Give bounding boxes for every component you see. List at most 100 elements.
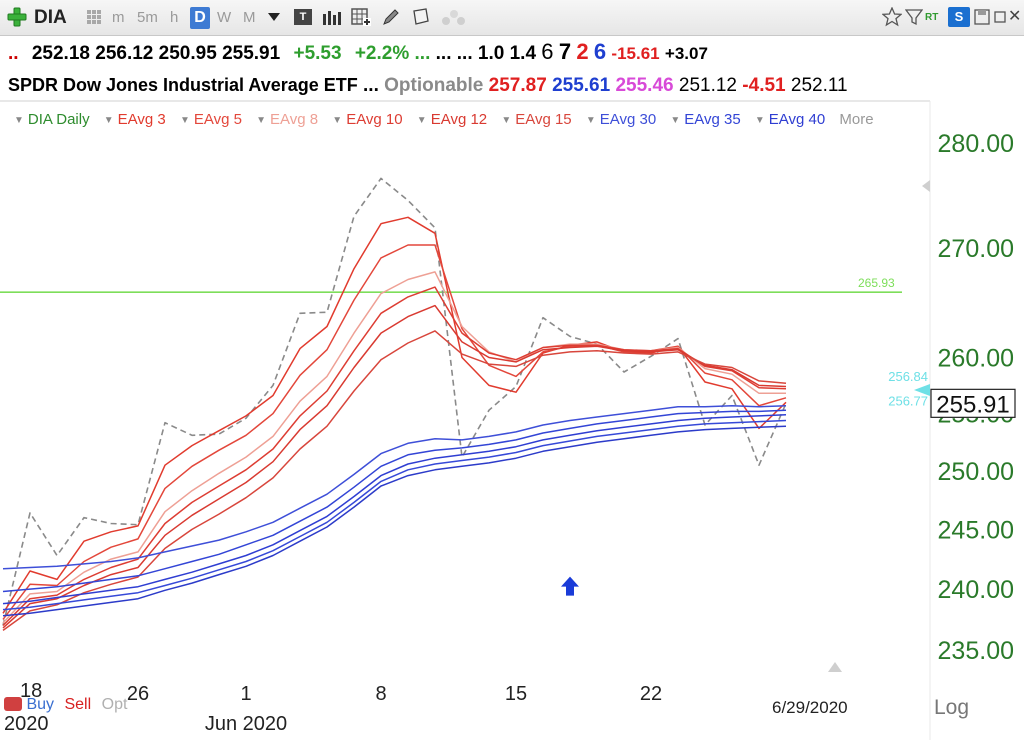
- close-icon[interactable]: ✕: [1008, 8, 1022, 25]
- series-eavg-line-10[interactable]: [2, 419, 787, 611]
- quote-change-pct: +2.2%: [354, 43, 410, 64]
- scroll-up-icon[interactable]: [922, 180, 930, 192]
- legend-item-eavg-8[interactable]: ▼ EAvg 8: [256, 111, 319, 128]
- grid-icon[interactable]: [86, 9, 102, 25]
- star-icon[interactable]: [882, 7, 902, 27]
- popout-icon[interactable]: [994, 7, 1006, 27]
- trade-icon[interactable]: [4, 697, 22, 711]
- quote2-price-3: 255.46: [615, 75, 674, 96]
- symbol-field[interactable]: DIA: [34, 7, 67, 28]
- chart-type-icon[interactable]: T: [294, 9, 312, 25]
- series-eavg-40[interactable]: [2, 414, 787, 605]
- quote2-price-4: 251.12: [678, 75, 738, 96]
- y-tick-label: 240.00: [938, 576, 1014, 604]
- add-symbol-icon[interactable]: [6, 6, 28, 28]
- series-eavg-15[interactable]: [2, 330, 787, 632]
- opt-button[interactable]: Opt: [101, 696, 128, 713]
- toolbar: DIA m 5m h D W M T RT S ✕: [0, 0, 1024, 36]
- x-tick-label: 26: [127, 683, 149, 705]
- x-tick-label: 22: [640, 683, 662, 705]
- legend-label: EAvg 10: [346, 111, 403, 128]
- quote-value-4: +3.07: [664, 44, 708, 63]
- legend-item-eavg-12[interactable]: ▼ EAvg 12: [416, 111, 488, 128]
- quote-count-2: 2: [576, 39, 589, 64]
- up-arrow-icon[interactable]: [561, 576, 579, 596]
- quote-count-7: 7: [558, 39, 572, 64]
- quote2-price-1: 257.87: [488, 75, 547, 96]
- legend-label: EAvg 8: [270, 111, 319, 128]
- series-eavg-5[interactable]: [2, 244, 787, 620]
- realtime-icon[interactable]: RT: [925, 12, 939, 23]
- quote-open: 252.18: [31, 43, 90, 64]
- legend-more-button[interactable]: More: [839, 111, 874, 128]
- series-dia-daily[interactable]: [2, 177, 787, 626]
- quote-lead: ..: [8, 43, 19, 64]
- series-eavg-12[interactable]: [2, 304, 787, 629]
- buy-sell-controls: Buy Sell Opt: [4, 696, 127, 714]
- cyan-value-label: 256.84: [888, 369, 928, 384]
- y-tick-label: 280.00: [938, 130, 1014, 158]
- timeframe-daily[interactable]: D: [190, 7, 210, 29]
- bar-chart-icon[interactable]: [322, 9, 342, 25]
- last-price-label: 255.91: [936, 391, 1009, 418]
- studies-icon[interactable]: [351, 8, 371, 26]
- current-date-label: 6/29/2020: [772, 698, 848, 717]
- buy-button[interactable]: Buy: [26, 696, 55, 713]
- hline-value-label: 265.93: [858, 276, 895, 290]
- legend-item-eavg-15[interactable]: ▼ EAvg 15: [501, 111, 572, 128]
- save-icon[interactable]: [974, 7, 990, 27]
- series-eavg-10[interactable]: [2, 286, 787, 627]
- legend-item-eavg-40[interactable]: ▼ EAvg 40: [754, 111, 826, 128]
- x-tick-label: 8: [375, 683, 386, 705]
- indicator-legend: ▼ DIA Daily ▼ EAvg 3 ▼ EAvg 5 ▼ EAvg 8 ▼ EAvg…: [14, 108, 884, 133]
- series-eavg-30[interactable]: [2, 404, 787, 570]
- y-tick-label: 245.00: [938, 516, 1014, 544]
- y-tick-label: 260.00: [938, 344, 1014, 372]
- instrument-name: SPDR Dow Jones Industrial Average ETF: [8, 75, 358, 95]
- timeframe-5-minute[interactable]: 5m: [137, 9, 158, 26]
- filter-icon[interactable]: [905, 7, 923, 27]
- legend-label: EAvg 15: [515, 111, 572, 128]
- cyan-value-label: 256.77: [888, 394, 928, 409]
- note-icon[interactable]: [410, 7, 432, 27]
- quote2-price-2: 255.61: [552, 75, 611, 96]
- legend-item-eavg-3[interactable]: ▼ EAvg 3: [103, 111, 166, 128]
- timeframe-dropdown-icon[interactable]: [268, 13, 280, 21]
- price-pointer-icon: [914, 384, 930, 396]
- quote-value-1: 1.0: [477, 43, 505, 64]
- legend-label: EAvg 12: [430, 111, 488, 128]
- series-eavg-35[interactable]: [2, 409, 787, 593]
- quote-dots-2: ...: [456, 43, 473, 64]
- legend-item-eavg-35[interactable]: ▼ EAvg 35: [670, 111, 741, 128]
- legend-label: EAvg 35: [684, 111, 741, 128]
- share-icon[interactable]: [440, 8, 466, 28]
- legend-label: EAvg 30: [599, 111, 657, 128]
- sell-button[interactable]: Sell: [64, 696, 92, 713]
- legend-item-eavg-30[interactable]: ▼ EAvg 30: [585, 111, 657, 128]
- pencil-icon[interactable]: [381, 7, 401, 27]
- legend-item-dia-daily[interactable]: ▼ DIA Daily: [14, 111, 90, 128]
- log-scale-toggle[interactable]: Log: [934, 696, 970, 719]
- timeframe-minute[interactable]: m: [112, 9, 125, 26]
- quote-high: 256.12: [95, 43, 154, 64]
- series-eavg-line-11[interactable]: [2, 425, 787, 617]
- quote-last: 255.91: [222, 43, 281, 64]
- timeframe-hour[interactable]: h: [170, 9, 179, 26]
- timeframe-weekly[interactable]: W: [217, 9, 232, 26]
- legend-label: DIA Daily: [27, 111, 90, 128]
- quote-change: +5.53: [293, 43, 342, 64]
- legend-item-eavg-5[interactable]: ▼ EAvg 5: [179, 111, 242, 128]
- x-year-label: 2020: [4, 713, 49, 735]
- legend-label: EAvg 3: [117, 111, 166, 128]
- legend-item-eavg-10[interactable]: ▼ EAvg 10: [332, 111, 403, 128]
- legend-label: EAvg 5: [193, 111, 242, 128]
- s-badge-icon[interactable]: S: [948, 7, 970, 27]
- timeframe-monthly[interactable]: M: [243, 9, 256, 26]
- quote-value-3: -15.61: [611, 44, 660, 63]
- quote2-dots: ...: [363, 75, 379, 96]
- quote-line-1: .. 252.18 256.12 250.95 255.91 +5.53 +2.…: [8, 40, 708, 66]
- expand-icon[interactable]: [828, 662, 842, 672]
- quote2-price-5: -4.51: [742, 75, 786, 96]
- x-tick-label: 1: [240, 683, 251, 705]
